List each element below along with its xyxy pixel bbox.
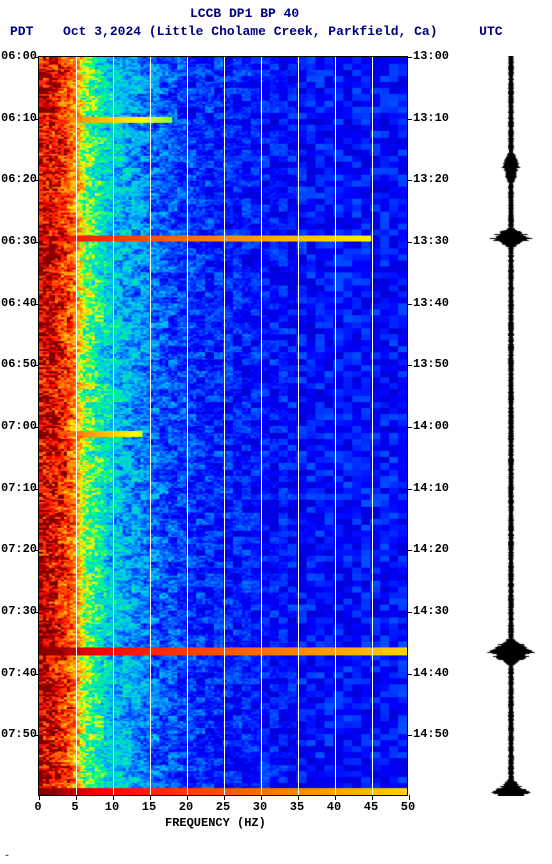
- y-tick-right: 14:50: [413, 727, 449, 741]
- chart-subtitle: PDT Oct 3,2024 (Little Cholame Creek, Pa…: [10, 24, 503, 39]
- y-tick-right: 13:20: [413, 172, 449, 186]
- x-tick: 5: [71, 800, 78, 814]
- y-tick-right: 14:30: [413, 604, 449, 618]
- x-tick: 20: [179, 800, 193, 814]
- y-tick-right: 14:40: [413, 666, 449, 680]
- y-tick-left: 07:30: [1, 604, 37, 618]
- y-tick-right: 13:50: [413, 357, 449, 371]
- y-tick-right: 13:00: [413, 49, 449, 63]
- y-tick-left: 06:30: [1, 234, 37, 248]
- y-tick-left: 06:00: [1, 49, 37, 63]
- y-tick-left: 06:20: [1, 172, 37, 186]
- date-label: Oct 3,2024: [63, 24, 141, 39]
- x-tick: 0: [34, 800, 41, 814]
- y-tick-right: 14:20: [413, 542, 449, 556]
- tz-right-label: UTC: [479, 24, 502, 39]
- x-tick: 35: [290, 800, 304, 814]
- waveform-panel: [476, 56, 546, 796]
- footer-mark: -: [4, 851, 10, 862]
- y-tick-left: 06:40: [1, 296, 37, 310]
- y-tick-left: 07:10: [1, 481, 37, 495]
- y-tick-right: 13:40: [413, 296, 449, 310]
- x-tick: 10: [105, 800, 119, 814]
- tz-left-label: PDT: [10, 24, 33, 39]
- chart-title: LCCB DP1 BP 40: [190, 6, 299, 21]
- spectrogram-plot: [38, 56, 408, 796]
- y-tick-left: 07:20: [1, 542, 37, 556]
- y-tick-right: 14:10: [413, 481, 449, 495]
- x-axis-title: FREQUENCY (HZ): [165, 816, 266, 830]
- x-tick: 25: [216, 800, 230, 814]
- x-tick: 50: [401, 800, 415, 814]
- y-tick-left: 07:50: [1, 727, 37, 741]
- location-open: (: [149, 24, 157, 39]
- y-tick-right: 13:10: [413, 111, 449, 125]
- y-tick-left: 07:00: [1, 419, 37, 433]
- x-tick: 30: [253, 800, 267, 814]
- location-label: Little Cholame Creek, Parkfield, Ca: [157, 24, 430, 39]
- y-tick-right: 14:00: [413, 419, 449, 433]
- x-tick: 15: [142, 800, 156, 814]
- location-close: ): [430, 24, 438, 39]
- y-tick-left: 07:40: [1, 666, 37, 680]
- y-tick-left: 06:10: [1, 111, 37, 125]
- spectrogram-canvas: [39, 57, 407, 795]
- x-tick: 40: [327, 800, 341, 814]
- y-tick-right: 13:30: [413, 234, 449, 248]
- y-tick-left: 06:50: [1, 357, 37, 371]
- x-tick: 45: [364, 800, 378, 814]
